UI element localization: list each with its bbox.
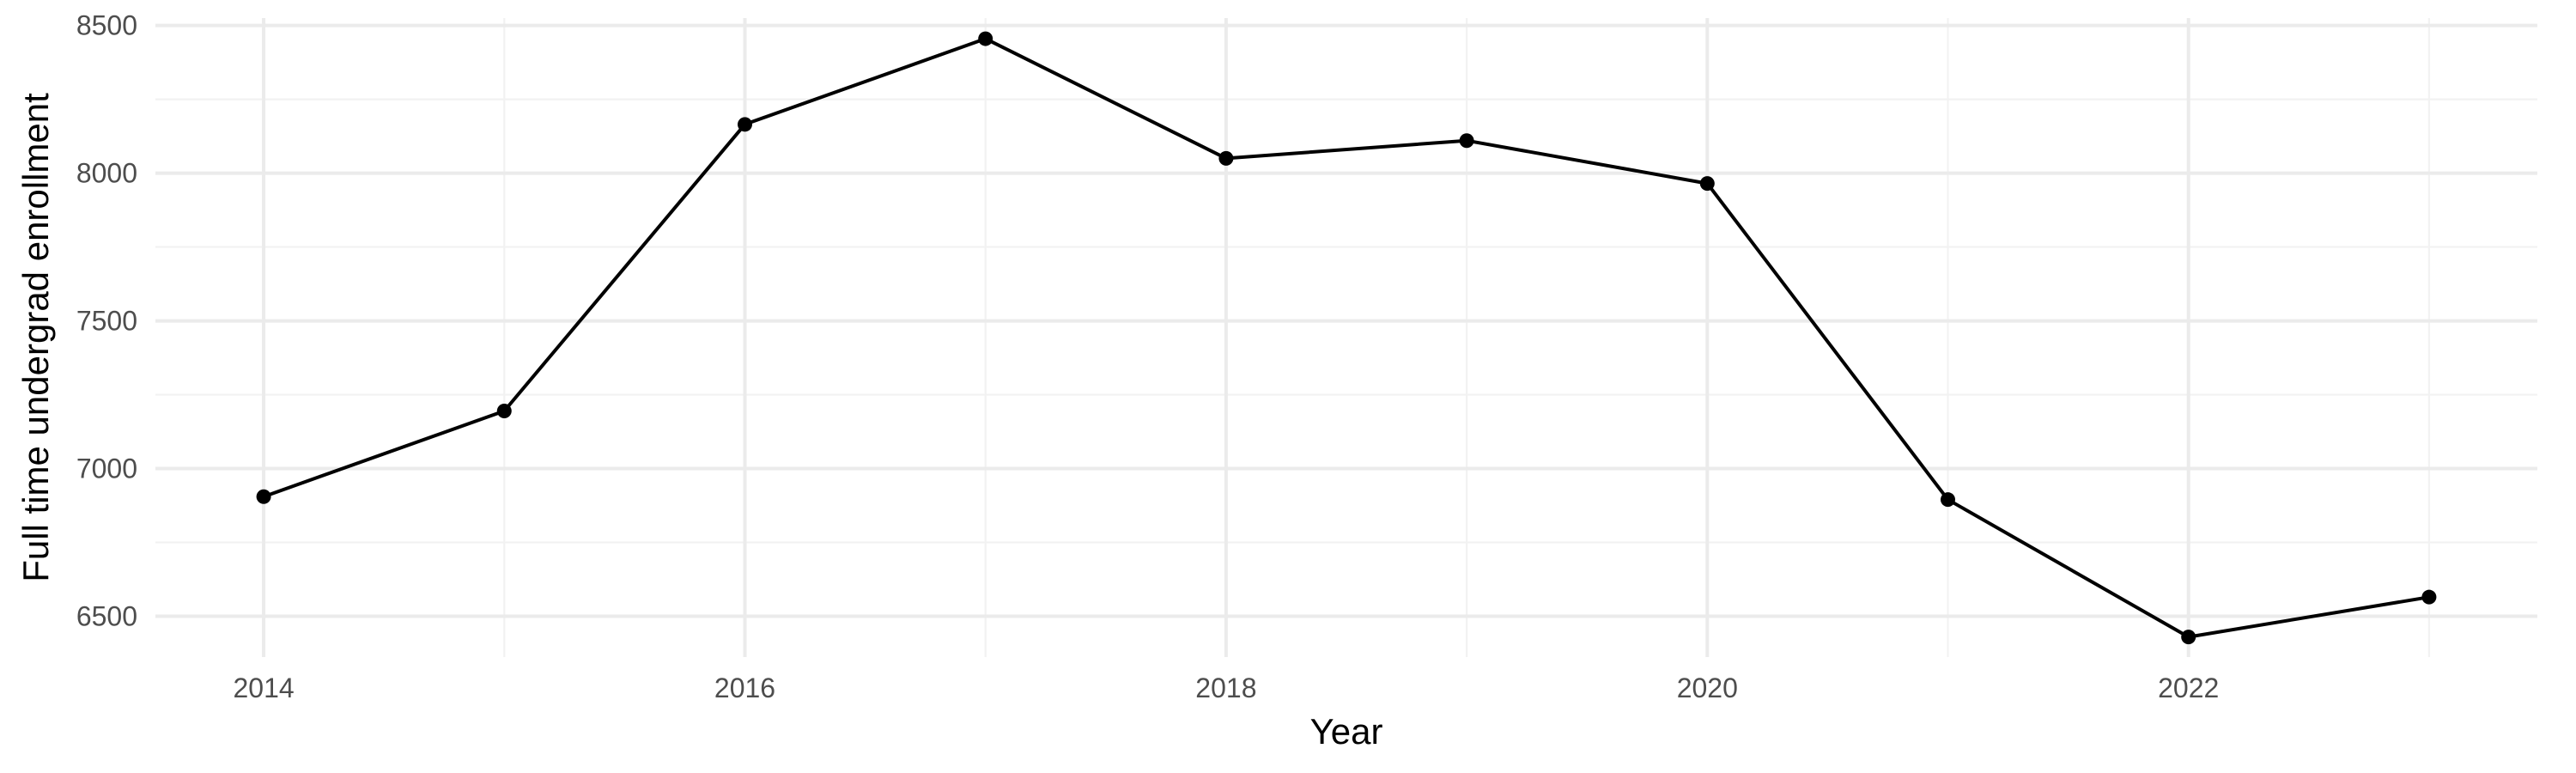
x-tick-label: 2022 <box>2158 673 2219 703</box>
data-point <box>496 403 512 418</box>
y-tick-label: 6500 <box>76 601 137 632</box>
data-point <box>1699 176 1715 192</box>
x-axis-ticks: 2014 2016 2018 2020 2022 <box>233 673 2219 703</box>
y-tick-label: 8000 <box>76 158 137 189</box>
x-tick-label: 2014 <box>233 673 294 703</box>
data-point <box>978 31 993 46</box>
x-tick-label: 2020 <box>1677 673 1738 703</box>
y-tick-label: 7000 <box>76 453 137 484</box>
series-layer <box>256 31 2437 645</box>
y-axis-title: Full time undergrad enrollment <box>15 93 56 582</box>
data-point <box>256 489 271 504</box>
y-axis-ticks: 6500 7000 7500 8000 8500 <box>76 10 137 632</box>
x-tick-label: 2016 <box>714 673 775 703</box>
grid <box>155 18 2537 657</box>
data-point <box>737 117 752 132</box>
data-point <box>1459 133 1474 149</box>
series-line <box>263 37 2430 639</box>
y-tick-label: 8500 <box>76 10 137 41</box>
y-tick-label: 7500 <box>76 306 137 337</box>
x-axis-title: Year <box>1310 711 1383 752</box>
data-point <box>1218 150 1234 166</box>
x-tick-label: 2018 <box>1195 673 1256 703</box>
data-point <box>1941 492 1956 508</box>
data-point <box>2421 589 2437 605</box>
data-point <box>2181 630 2196 645</box>
